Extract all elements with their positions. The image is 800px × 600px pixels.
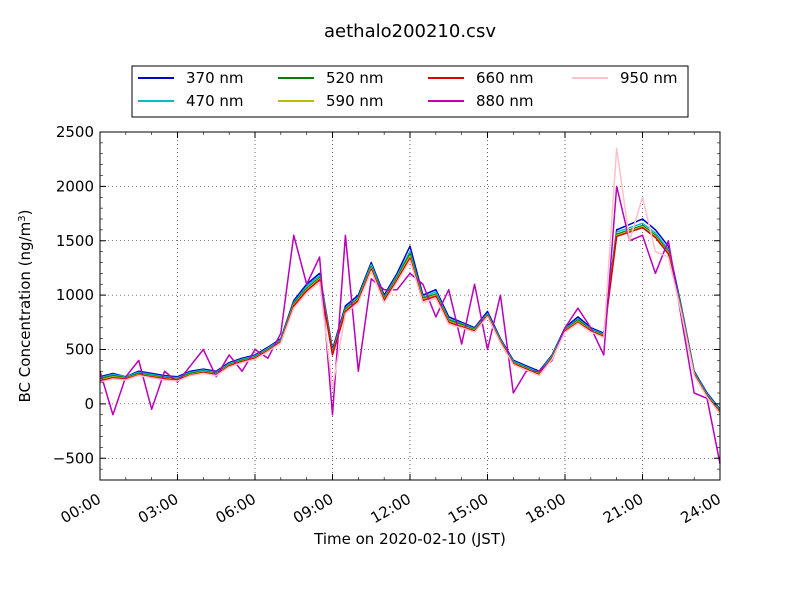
axes: −500 0 500 1000 1500 2000 2500 00:00 03:00 06:00 0… [53, 123, 724, 527]
y-axis-label: BC Concentration (ng/m3) [16, 210, 34, 403]
legend-label: 880 nm [476, 92, 534, 110]
x-tick-label: 15:00 [445, 490, 491, 527]
legend-box [131, 65, 689, 118]
x-tick-label: 09:00 [290, 490, 336, 527]
series-line-660-nm [99, 226, 721, 414]
y-axis-label-sup: 3 [17, 215, 28, 221]
y-tick-label: 500 [65, 341, 94, 359]
series-line-520-nm [99, 224, 721, 412]
x-tick-label: 03:00 [135, 490, 181, 527]
x-tick-label: 24:00 [678, 490, 724, 527]
legend-label: 520 nm [326, 69, 384, 87]
grid [100, 132, 720, 480]
y-tick-label: 0 [84, 395, 94, 413]
x-tick-label: 12:00 [368, 490, 414, 527]
x-axis-label: Time on 2020-02-10 (JST) [313, 530, 506, 548]
series-line-950-nm [99, 147, 721, 415]
series-line-470-nm [99, 222, 721, 411]
legend-label: 590 nm [326, 92, 384, 110]
x-tick-label: 18:00 [523, 490, 569, 527]
legend-label: 470 nm [186, 92, 244, 110]
y-axis-label-suffix: ) [16, 210, 34, 216]
x-tick-label: 00:00 [58, 490, 104, 527]
y-tick-label: −500 [53, 449, 94, 467]
y-axis-label-prefix: BC Concentration (ng/m [16, 222, 34, 403]
legend: 370 nm 470 nm 520 nm 590 nm 660 nm 880 nm 950 … [131, 65, 689, 118]
series-group [99, 147, 721, 464]
y-tick-label: 1500 [56, 232, 94, 250]
y-tick-label: 2500 [56, 123, 94, 141]
legend-label: 660 nm [476, 69, 534, 87]
x-tick-label: 06:00 [213, 490, 259, 527]
series-line-370-nm [99, 218, 721, 410]
x-tick-label: 21:00 [600, 490, 646, 527]
chart-title: aethalo200210.csv [324, 21, 496, 42]
legend-label: 950 nm [620, 69, 678, 87]
y-tick-label: 2000 [56, 177, 94, 195]
series-line-880-nm [99, 185, 721, 464]
legend-label: 370 nm [186, 69, 244, 87]
y-tick-label: 1000 [56, 286, 94, 304]
